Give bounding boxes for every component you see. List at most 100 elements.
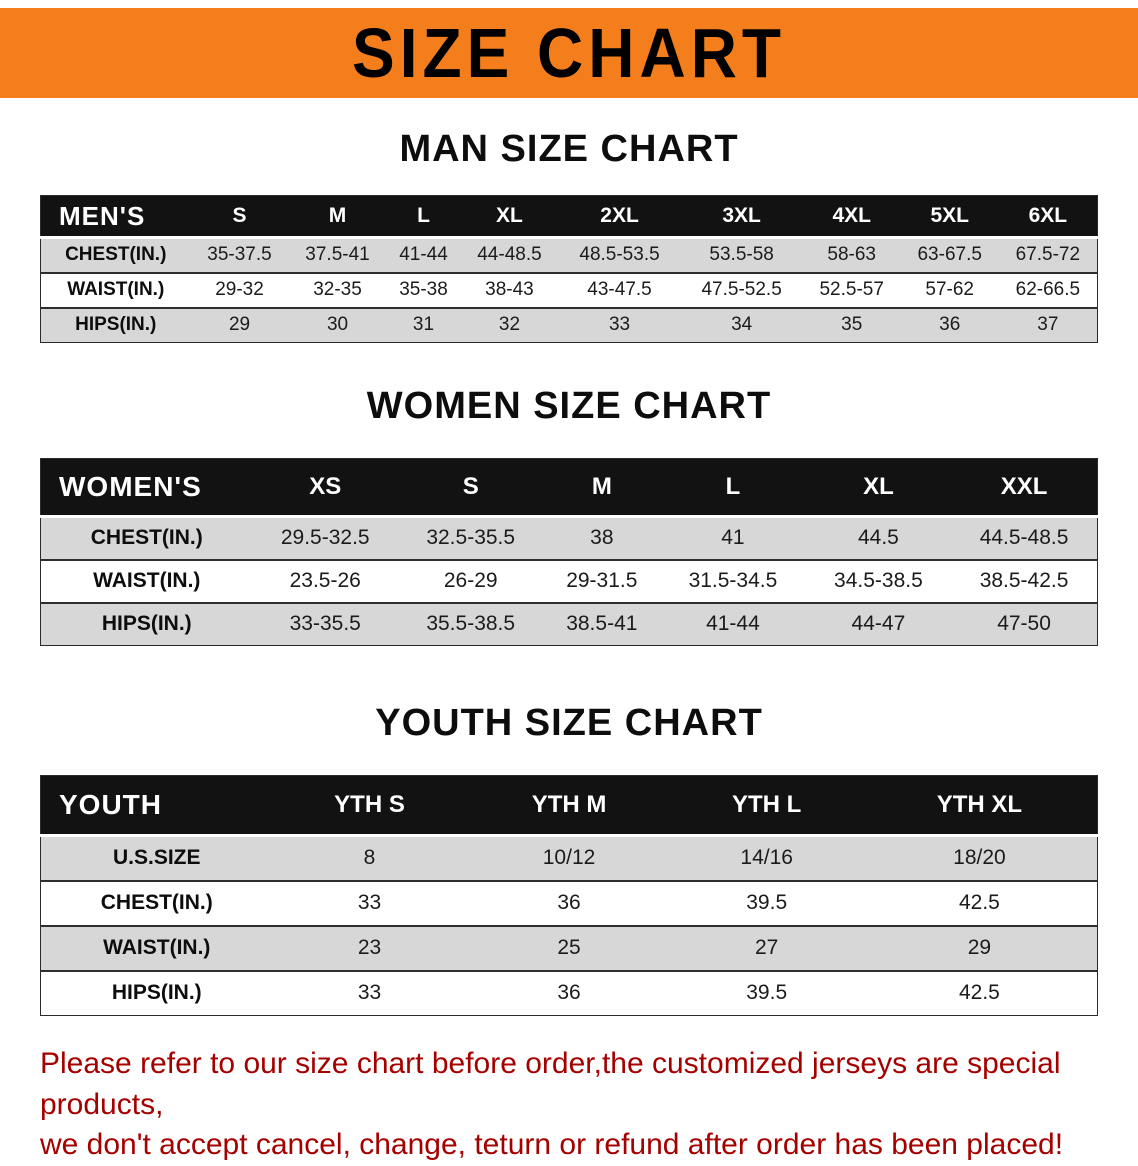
size-value-cell: 53.5-58 [709, 244, 774, 266]
measurement-row: WAIST(IN.) 23 25 27 29 [40, 925, 1098, 971]
size-value-cell: 36 [557, 891, 581, 914]
size-value-cell: 48.5-53.5 [579, 244, 660, 266]
size-value-cell: 41-44 [399, 244, 448, 266]
size-value-cell: 33 [608, 314, 631, 336]
size-value-cell: 38 [590, 526, 614, 550]
size-column-header: 6XL [998, 195, 1098, 239]
table-title-cell: YOUTH [40, 775, 273, 837]
disclaimer-line-2: we don't accept cancel, change, teturn o… [40, 1128, 1064, 1161]
size-value-cell: 33 [357, 891, 382, 914]
size-value-cell: 18/20 [953, 846, 1006, 870]
size-value-cell: 42.5 [958, 891, 1000, 914]
size-value-cell: 32 [498, 314, 521, 336]
size-value-cell: 41-44 [706, 612, 760, 636]
table-title-cell: WOMEN'S [40, 458, 253, 518]
men-size-section: MAN SIZE CHART MEN'S S M L XL 2XL 3XL 4XL 5XL 6XL… [0, 128, 1138, 343]
size-value-cell: 23 [357, 936, 382, 959]
size-column-header: M [288, 195, 387, 239]
size-value-cell: 35-38 [399, 279, 448, 300]
size-column-header: M [543, 458, 661, 518]
measurement-label: CHEST(IN.) [90, 526, 203, 550]
size-column-header: YTH S [272, 775, 467, 837]
size-value-cell: 29 [967, 936, 992, 959]
measurement-row: WAIST(IN.) 23.5-26 26-29 29-31.5 31.5-34.5 34… [40, 559, 1098, 603]
size-value-cell: 44.5-48.5 [979, 526, 1069, 550]
measurement-row: HIPS(IN.) 33 36 39.5 42.5 [40, 970, 1098, 1016]
measurement-label: WAIST(IN.) [93, 569, 201, 592]
size-column-header: 3XL [680, 195, 803, 239]
size-value-cell: 8 [363, 846, 376, 870]
disclaimer-line-1: Please refer to our size chart before or… [40, 1047, 1061, 1121]
size-column-header: 4XL [802, 195, 901, 239]
measurement-label: HIPS(IN.) [111, 981, 202, 1005]
size-column-header: S [397, 458, 544, 518]
size-value-cell: 29-31.5 [566, 569, 638, 592]
size-value-cell: 34.5-38.5 [834, 569, 923, 592]
size-value-cell: 38.5-42.5 [979, 569, 1069, 592]
size-column-header: YTH L [671, 775, 862, 837]
size-value-cell: 67.5-72 [1015, 244, 1081, 266]
table-header-row: MEN'S S M L XL 2XL 3XL 4XL 5XL 6XL [40, 195, 1098, 239]
youth-size-section: YOUTH SIZE CHART YOUTH YTH S YTH M YTH L YTH… [0, 702, 1138, 1016]
women-section-heading: WOMEN SIZE CHART [366, 385, 772, 427]
size-value-cell: 63-67.5 [917, 244, 982, 266]
measurement-row: HIPS(IN.) 33-35.5 35.5-38.5 38.5-41 41-44 44-… [40, 602, 1098, 646]
size-value-cell: 33-35.5 [289, 612, 361, 636]
size-value-cell: 39.5 [746, 891, 788, 914]
youth-size-table: YOUTH YTH S YTH M YTH L YTH XL U.S.SIZE 8 10/12… [40, 775, 1098, 1016]
size-value-cell: 27 [755, 936, 779, 959]
size-value-cell: 14/16 [740, 846, 793, 870]
size-value-cell: 30 [326, 314, 349, 336]
size-value-cell: 35.5-38.5 [426, 612, 516, 636]
size-value-cell: 32-35 [313, 279, 362, 300]
size-column-header: L [386, 195, 461, 239]
table-header-row: YOUTH YTH S YTH M YTH L YTH XL [40, 775, 1098, 837]
size-value-cell: 37 [1037, 314, 1059, 336]
size-value-cell: 57-62 [925, 279, 975, 300]
size-chart-banner: SIZE CHART [0, 8, 1138, 98]
size-value-cell: 36 [939, 314, 961, 336]
size-value-cell: 62-66.5 [1015, 279, 1081, 300]
measurement-row: CHEST(IN.) 33 36 39.5 42.5 [40, 880, 1098, 926]
size-value-cell: 39.5 [746, 981, 788, 1005]
men-section-heading: MAN SIZE CHART [399, 128, 739, 170]
size-value-cell: 47-50 [997, 612, 1051, 636]
size-value-cell: 26-29 [443, 569, 498, 592]
size-value-cell: 38-43 [485, 279, 534, 300]
youth-section-heading: YOUTH SIZE CHART [375, 702, 763, 744]
size-value-cell: 44.5 [857, 526, 899, 550]
size-column-header: XL [805, 458, 952, 518]
size-column-header: 5XL [900, 195, 999, 239]
measurement-label: HIPS(IN.) [75, 314, 157, 336]
size-value-cell: 37.5-41 [305, 244, 370, 266]
size-value-cell: 32.5-35.5 [426, 526, 516, 550]
size-value-cell: 29.5-32.5 [280, 526, 370, 550]
measurement-row: CHEST(IN.) 29.5-32.5 32.5-35.5 38 41 44.5 44.5… [40, 516, 1098, 560]
size-value-cell: 31 [412, 314, 435, 336]
size-value-cell: 44-48.5 [477, 244, 542, 266]
women-size-section: WOMEN SIZE CHART WOMEN'S XS S M L XL XXL CHEST(… [0, 385, 1138, 646]
size-column-header: XL [460, 195, 559, 239]
size-value-cell: 42.5 [958, 981, 1000, 1005]
measurement-label: CHEST(IN.) [100, 891, 213, 914]
size-value-cell: 44-47 [851, 612, 906, 636]
size-value-cell: 52.5-57 [819, 279, 884, 300]
men-size-table: MEN'S S M L XL 2XL 3XL 4XL 5XL 6XL CHEST(IN.) 35-37… [40, 195, 1098, 343]
size-value-cell: 38.5-41 [566, 612, 638, 636]
size-value-cell: 29 [228, 314, 251, 336]
size-column-header: L [660, 458, 806, 518]
measurement-label: CHEST(IN.) [65, 244, 167, 266]
measurement-row: CHEST(IN.) 35-37.5 37.5-41 41-44 44-48.5 48.5… [40, 237, 1098, 273]
size-column-header: YTH M [466, 775, 672, 837]
size-chart-page: { "banner": { "title": "SIZE CHART" }, "… [0, 8, 1138, 1161]
size-value-cell: 35-37.5 [207, 244, 272, 266]
size-column-header: S [190, 195, 289, 239]
size-value-cell: 43-47.5 [587, 279, 652, 300]
size-column-header: XXL [951, 458, 1098, 518]
table-title-cell: MEN'S [40, 195, 191, 239]
size-value-cell: 23.5-26 [289, 569, 361, 592]
size-value-cell: 47.5-52.5 [701, 279, 782, 300]
women-size-table: WOMEN'S XS S M L XL XXL CHEST(IN.) 29.5-32.5 32.5… [40, 458, 1098, 646]
size-value-cell: 34 [731, 314, 753, 336]
table-header-row: WOMEN'S XS S M L XL XXL [40, 458, 1098, 518]
